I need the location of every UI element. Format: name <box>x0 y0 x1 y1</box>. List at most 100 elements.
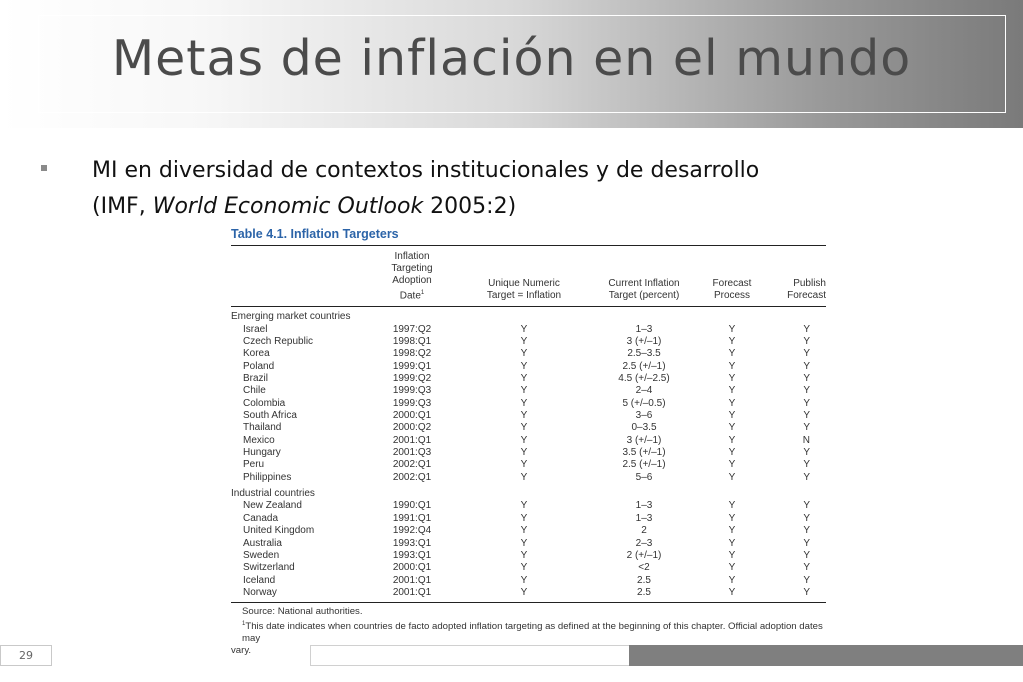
table-row: Sweden 1993:Q1 Y 2 (+/–1) Y Y <box>231 550 826 562</box>
unique-target-cell: Y <box>520 422 528 434</box>
current-target-cell: 2–3 <box>635 537 653 549</box>
adoption-date-cell: 1998:Q2 <box>392 348 432 360</box>
header-band <box>0 0 1023 128</box>
country-cell: Israel <box>243 323 268 335</box>
bullet-line-2: (IMF, World Economic Outlook 2005:2) <box>92 189 892 225</box>
current-target-cell: 2.5–3.5 <box>627 348 661 360</box>
current-target-cell: 2 <box>641 525 647 537</box>
table-figure: Table 4.1. Inflation Targeters Inflation… <box>231 226 826 657</box>
adoption-date-cell: 1990:Q1 <box>392 500 432 512</box>
adoption-date-cell: 1998:Q1 <box>392 336 432 348</box>
adoption-date-cell: 1997:Q2 <box>392 323 432 335</box>
forecast-process-cell: Y <box>728 574 736 586</box>
country-cell: Brazil <box>243 373 269 385</box>
adoption-date-cell: 1999:Q3 <box>392 397 432 409</box>
country-cell: Colombia <box>243 397 286 409</box>
forecast-process-cell: Y <box>728 500 736 512</box>
inflation-targeters-table: Inflation Targeting Adoption Date1 Unique … <box>231 245 826 604</box>
header-publish-forecast: Publish Forecast <box>779 245 826 308</box>
current-target-cell: 2 (+/–1) <box>626 549 662 561</box>
forecast-process-cell: Y <box>728 586 736 598</box>
adoption-date-cell: 2001:Q3 <box>392 447 432 459</box>
adoption-date-cell: 1999:Q1 <box>392 360 432 372</box>
forecast-process-cell: Y <box>728 434 736 446</box>
adoption-date-cell: 1999:Q3 <box>392 385 432 397</box>
group-label: Industrial countries <box>231 488 315 500</box>
country-cell: New Zealand <box>243 500 302 512</box>
group-label: Emerging market countries <box>231 311 351 323</box>
publish-forecast-cell: Y <box>803 336 810 348</box>
table-row: Israel 1997:Q2 Y 1–3 Y Y <box>231 324 826 336</box>
table-row: United Kingdom 1992:Q4 Y 2 Y Y <box>231 525 826 537</box>
footnote-line-1: 1This date indicates when countries de f… <box>242 621 823 645</box>
table-row: Peru 2002:Q1 Y 2.5 (+/–1) Y Y <box>231 459 826 471</box>
unique-target-cell: Y <box>520 512 528 524</box>
unique-target-cell: Y <box>520 385 528 397</box>
adoption-date-cell: 1993:Q1 <box>392 549 432 561</box>
country-cell: Czech Republic <box>243 336 314 348</box>
current-target-cell: 2–4 <box>635 385 653 397</box>
adoption-date-cell: 2002:Q1 <box>392 459 432 471</box>
header-unique-numeric: Unique Numeric Target = Inflation <box>445 245 603 308</box>
current-target-cell: 2.5 (+/–1) <box>622 459 666 471</box>
unique-target-cell: Y <box>520 397 528 409</box>
page-number: 29 <box>0 645 52 666</box>
publish-forecast-cell: Y <box>803 348 810 360</box>
header-frame <box>38 15 1006 113</box>
forecast-process-cell: Y <box>728 471 736 483</box>
country-cell: Philippines <box>243 471 292 483</box>
table-row: Switzerland 2000:Q1 Y <2 Y Y <box>231 562 826 574</box>
publish-forecast-cell: Y <box>803 574 810 586</box>
table-row: Iceland 2001:Q1 Y 2.5 Y Y <box>231 575 826 587</box>
publish-forecast-cell: Y <box>803 549 810 561</box>
current-target-cell: 1–3 <box>635 500 653 512</box>
publish-forecast-cell: Y <box>803 410 810 422</box>
forecast-process-cell: Y <box>728 336 736 348</box>
adoption-date-cell: 2000:Q1 <box>392 410 432 422</box>
unique-target-cell: Y <box>520 336 528 348</box>
forecast-process-cell: Y <box>728 323 736 335</box>
adoption-date-cell: 2001:Q1 <box>392 586 432 598</box>
header-current-target: Current Inflation Target (percent) <box>603 245 685 308</box>
table-row: Canada 1991:Q1 Y 1–3 Y Y <box>231 513 826 525</box>
bullet-line-2-italic: World Economic Outlook <box>152 194 424 219</box>
unique-target-cell: Y <box>520 586 528 598</box>
country-cell: Australia <box>243 537 282 549</box>
country-cell: Mexico <box>243 434 275 446</box>
forecast-process-cell: Y <box>728 373 736 385</box>
adoption-date-cell: 2001:Q1 <box>392 574 432 586</box>
unique-target-cell: Y <box>520 447 528 459</box>
forecast-process-cell: Y <box>728 422 736 434</box>
bullet-line-2-suffix: 2005:2) <box>423 194 517 219</box>
unique-target-cell: Y <box>520 574 528 586</box>
unique-target-cell: Y <box>520 537 528 549</box>
current-target-cell: 2.5 <box>637 574 651 586</box>
unique-target-cell: Y <box>520 434 528 446</box>
table-row: Thailand 2000:Q2 Y 0–3.5 Y Y <box>231 422 826 434</box>
table-row: Colombia 1999:Q3 Y 5 (+/–0.5) Y Y <box>231 398 826 410</box>
adoption-date-cell: 1993:Q1 <box>392 537 432 549</box>
footnote-line-2: vary. <box>231 645 252 657</box>
table-row: Hungary 2001:Q3 Y 3.5 (+/–1) Y Y <box>231 447 826 459</box>
current-target-cell: 1–3 <box>635 323 653 335</box>
publish-forecast-cell: Y <box>803 512 810 524</box>
table-row: Australia 1993:Q1 Y 2–3 Y Y <box>231 538 826 550</box>
forecast-process-cell: Y <box>728 525 736 537</box>
publish-forecast-cell: Y <box>803 586 810 598</box>
bullet-line-2-prefix: (IMF, <box>92 194 153 219</box>
adoption-date-cell: 2000:Q1 <box>392 562 432 574</box>
country-cell: Peru <box>243 459 265 471</box>
publish-forecast-cell: Y <box>803 385 810 397</box>
country-cell: Poland <box>243 360 275 372</box>
country-cell: United Kingdom <box>243 525 315 537</box>
current-target-cell: 5 (+/–0.5) <box>622 397 666 409</box>
unique-target-cell: Y <box>520 471 528 483</box>
table-caption: Table 4.1. Inflation Targeters <box>231 227 399 241</box>
unique-target-cell: Y <box>520 323 528 335</box>
unique-target-cell: Y <box>520 459 528 471</box>
unique-target-cell: Y <box>520 525 528 537</box>
publish-forecast-cell: Y <box>803 447 810 459</box>
adoption-date-cell: 1991:Q1 <box>392 512 432 524</box>
publish-forecast-cell: Y <box>803 525 810 537</box>
header-adoption-date: Inflation Targeting Adoption Date1 <box>379 245 445 308</box>
